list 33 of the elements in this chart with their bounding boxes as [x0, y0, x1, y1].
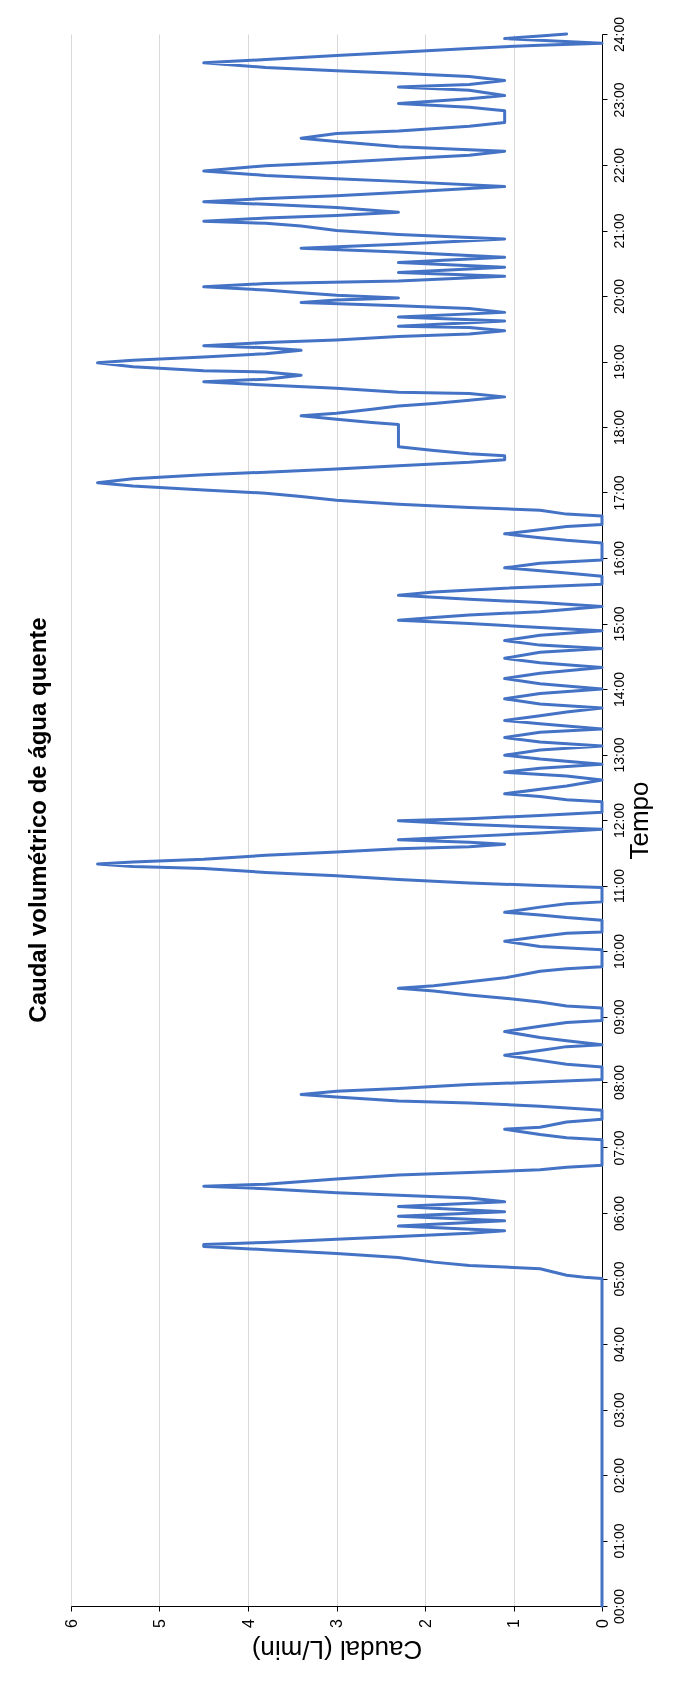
x-tick-label: 5	[151, 1618, 168, 1628]
y-tick-label: 07:00	[610, 1130, 627, 1166]
x-tick-label: 3	[328, 1618, 345, 1628]
y-tick-label: 01:00	[610, 1523, 627, 1559]
x-tick-label: 1	[505, 1618, 522, 1628]
y-tick-label: 18:00	[610, 409, 627, 446]
y-tick-label: 24:00	[610, 16, 627, 53]
y-tick-label: 13:00	[610, 737, 627, 773]
x-tick-label: 0	[593, 1618, 611, 1628]
y-tick-label: 03:00	[610, 1392, 627, 1428]
y-tick-label: 14:00	[610, 671, 627, 708]
y-tick-label: 06:00	[610, 1195, 627, 1232]
y-tick-label: 23:00	[610, 82, 627, 118]
y-tick-label: 16:00	[610, 540, 627, 577]
text: Caudal volumétrico de água quente	[24, 617, 51, 1023]
y-tick-label: 17:00	[610, 475, 627, 511]
x-axis-title: Caudal (L/min)	[251, 1634, 423, 1665]
y-tick-label: 19:00	[610, 344, 627, 380]
x-tick-label: 6	[62, 1618, 80, 1628]
y-tick-label: 02:00	[610, 1457, 627, 1494]
x-tick-label: 4	[239, 1618, 257, 1628]
y-tick-label: 20:00	[610, 278, 627, 315]
y-tick-label: 10:00	[610, 933, 627, 970]
y-tick-label: 11:00	[610, 868, 627, 903]
y-tick-label: 08:00	[610, 1064, 627, 1101]
x-tick-label: 2	[416, 1618, 434, 1628]
y-tick-label: 05:00	[610, 1261, 627, 1297]
y-tick-label: 00:00	[610, 1588, 627, 1625]
y-tick-label: 22:00	[610, 147, 627, 184]
y-tick-label: 09:00	[610, 999, 627, 1035]
y-tick-label: 21:00	[610, 213, 627, 249]
y-tick-label: 04:00	[610, 1326, 627, 1363]
y-tick-label: 15:00	[610, 606, 627, 642]
